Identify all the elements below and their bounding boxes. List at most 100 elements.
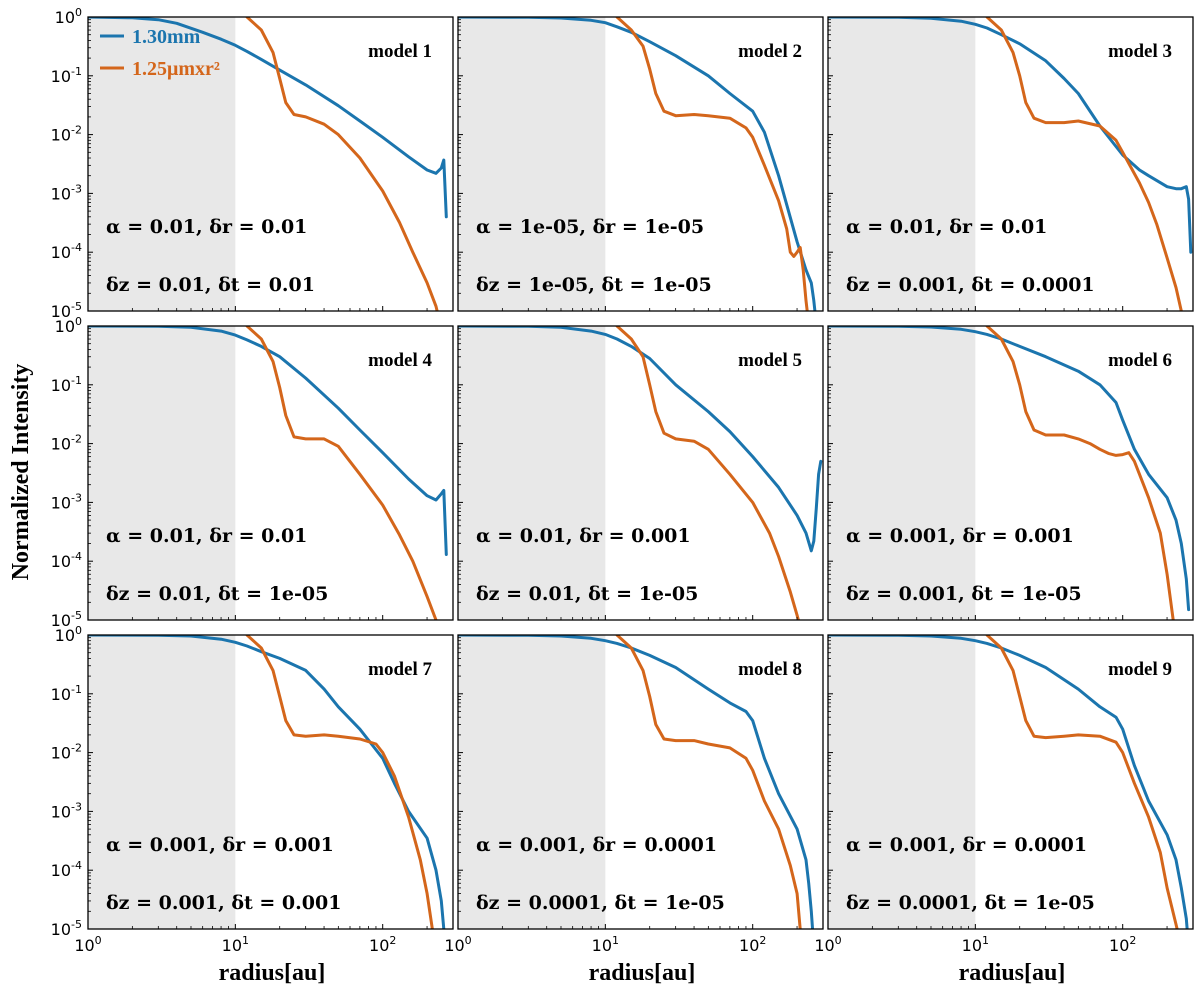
- series-1.30mm: [458, 635, 815, 929]
- shaded-region: [828, 326, 976, 620]
- y-tick-label: 10-2: [51, 742, 82, 763]
- series-1.30mm: [828, 17, 1193, 254]
- y-tick-label: 10-4: [51, 241, 82, 262]
- series-1.30mm: [828, 326, 1191, 612]
- y-tick-label: 10-4: [51, 859, 82, 880]
- series-1.30mm: [88, 326, 448, 556]
- model-title: model 2: [738, 41, 802, 62]
- series-1.25um: [615, 17, 809, 311]
- param-line-2: δz = 1e-05, δt = 1e-05: [476, 274, 712, 296]
- y-tick-label: 100: [55, 624, 82, 645]
- panel-3: model 3 α = 0.01, δr = 0.01 δz = 0.001, δt…: [827, 16, 1194, 312]
- series-1.25um: [245, 635, 434, 929]
- param-line-2: δz = 0.001, δt = 0.001: [106, 892, 341, 914]
- panel-8: 100 101 102 radius[au] model 8 α = 0.001, δr …: [444, 634, 824, 986]
- param-line-2: δz = 0.001, δt = 1e-05: [846, 583, 1082, 605]
- model-title: model 4: [368, 350, 432, 371]
- legend-label: 1.25μmxr²: [132, 58, 220, 80]
- series-1.30mm: [88, 17, 448, 219]
- series-1.30mm: [88, 635, 446, 929]
- param-line-1: α = 0.001, δr = 0.001: [846, 525, 1074, 547]
- param-line-1: α = 0.001, δr = 0.0001: [476, 834, 717, 856]
- series-1.25um: [615, 326, 800, 620]
- y-tick-label: 100: [55, 315, 82, 336]
- x-tick-label: 100: [74, 934, 101, 955]
- model-title: model 6: [1108, 350, 1172, 371]
- x-axis-title: radius[au]: [589, 960, 696, 986]
- y-tick-label: 10-1: [51, 374, 82, 395]
- param-line-2: δz = 0.01, δt = 0.01: [106, 274, 315, 296]
- series-1.25um: [985, 326, 1175, 620]
- model-title: model 3: [1108, 41, 1172, 62]
- y-axis-title: Normalized Intensity: [8, 364, 34, 581]
- y-tick-label: 10-1: [51, 683, 82, 704]
- param-line-1: α = 0.01, δr = 0.001: [476, 525, 691, 547]
- model-title: model 9: [1108, 659, 1172, 680]
- y-tick-label: 10-3: [51, 800, 82, 821]
- model-title: model 1: [368, 41, 432, 62]
- param-line-1: α = 0.001, δr = 0.0001: [846, 834, 1087, 856]
- param-line-1: α = 0.01, δr = 0.01: [846, 216, 1047, 238]
- x-tick-label: 100: [444, 934, 471, 955]
- panel-frame: [827, 16, 1194, 312]
- model-title: model 8: [738, 659, 802, 680]
- param-line-2: δz = 0.0001, δt = 1e-05: [476, 892, 725, 914]
- shaded-region: [458, 635, 606, 929]
- y-tick-label: 10-4: [51, 550, 82, 571]
- param-line-1: α = 0.01, δr = 0.01: [106, 525, 307, 547]
- x-tick-label: 101: [592, 934, 619, 955]
- panel-2: model 2 α = 1e-05, δr = 1e-05 δz = 1e-05, …: [457, 16, 824, 312]
- y-tick-label: 10-2: [51, 433, 82, 454]
- shaded-region: [458, 17, 606, 311]
- x-tick-label: 101: [222, 934, 249, 955]
- panel-9: 100 101 102 radius[au] model 9 α = 0.001, δr …: [814, 634, 1194, 986]
- legend-label: 1.30mm: [132, 26, 201, 48]
- model-title: model 7: [368, 659, 432, 680]
- shaded-region: [88, 17, 236, 311]
- series-1.30mm: [828, 635, 1189, 929]
- panel-5: model 5 α = 0.01, δr = 0.001 δz = 0.01, δt…: [457, 325, 824, 621]
- param-line-1: α = 1e-05, δr = 1e-05: [476, 216, 704, 238]
- shaded-region: [458, 326, 606, 620]
- param-line-2: δz = 0.01, δt = 1e-05: [476, 583, 698, 605]
- x-tick-label: 102: [739, 934, 766, 955]
- panel-frame: [457, 325, 824, 621]
- param-line-1: α = 0.01, δr = 0.01: [106, 216, 307, 238]
- panel-frame: [87, 325, 454, 621]
- y-tick-label: 100: [55, 6, 82, 27]
- x-tick-label: 102: [1109, 934, 1136, 955]
- x-axis-title: radius[au]: [959, 960, 1066, 986]
- param-line-2: δz = 0.01, δt = 1e-05: [106, 583, 328, 605]
- panel-frame: [827, 634, 1194, 930]
- series-1.25um: [985, 635, 1179, 929]
- x-tick-label: 101: [962, 934, 989, 955]
- x-axis-title: radius[au]: [219, 960, 326, 986]
- legend: 1.30mm 1.25μmxr²: [100, 26, 220, 80]
- panel-frame: [87, 16, 454, 312]
- panel-frame: [457, 634, 824, 930]
- series-1.25um: [245, 326, 438, 620]
- y-tick-label: 10-3: [51, 182, 82, 203]
- model-title: model 5: [738, 350, 802, 371]
- y-tick-label: 10-3: [51, 491, 82, 512]
- y-tick-label: 10-1: [51, 65, 82, 86]
- param-line-2: δz = 0.001, δt = 0.0001: [846, 274, 1095, 296]
- series-1.25um: [985, 17, 1183, 311]
- x-tick-label: 102: [369, 934, 396, 955]
- series-1.30mm: [458, 17, 817, 311]
- shaded-region: [88, 635, 236, 929]
- param-line-1: α = 0.001, δr = 0.001: [106, 834, 334, 856]
- series-1.25um: [615, 635, 802, 929]
- series-1.30mm: [458, 326, 823, 553]
- panel-frame: [87, 634, 454, 930]
- panel-frame: [457, 16, 824, 312]
- y-tick-label: 10-2: [51, 124, 82, 145]
- series-1.25um: [245, 17, 439, 311]
- panel-6: model 6 α = 0.001, δr = 0.001 δz = 0.001, …: [827, 325, 1194, 621]
- param-line-2: δz = 0.0001, δt = 1e-05: [846, 892, 1095, 914]
- shaded-region: [88, 326, 236, 620]
